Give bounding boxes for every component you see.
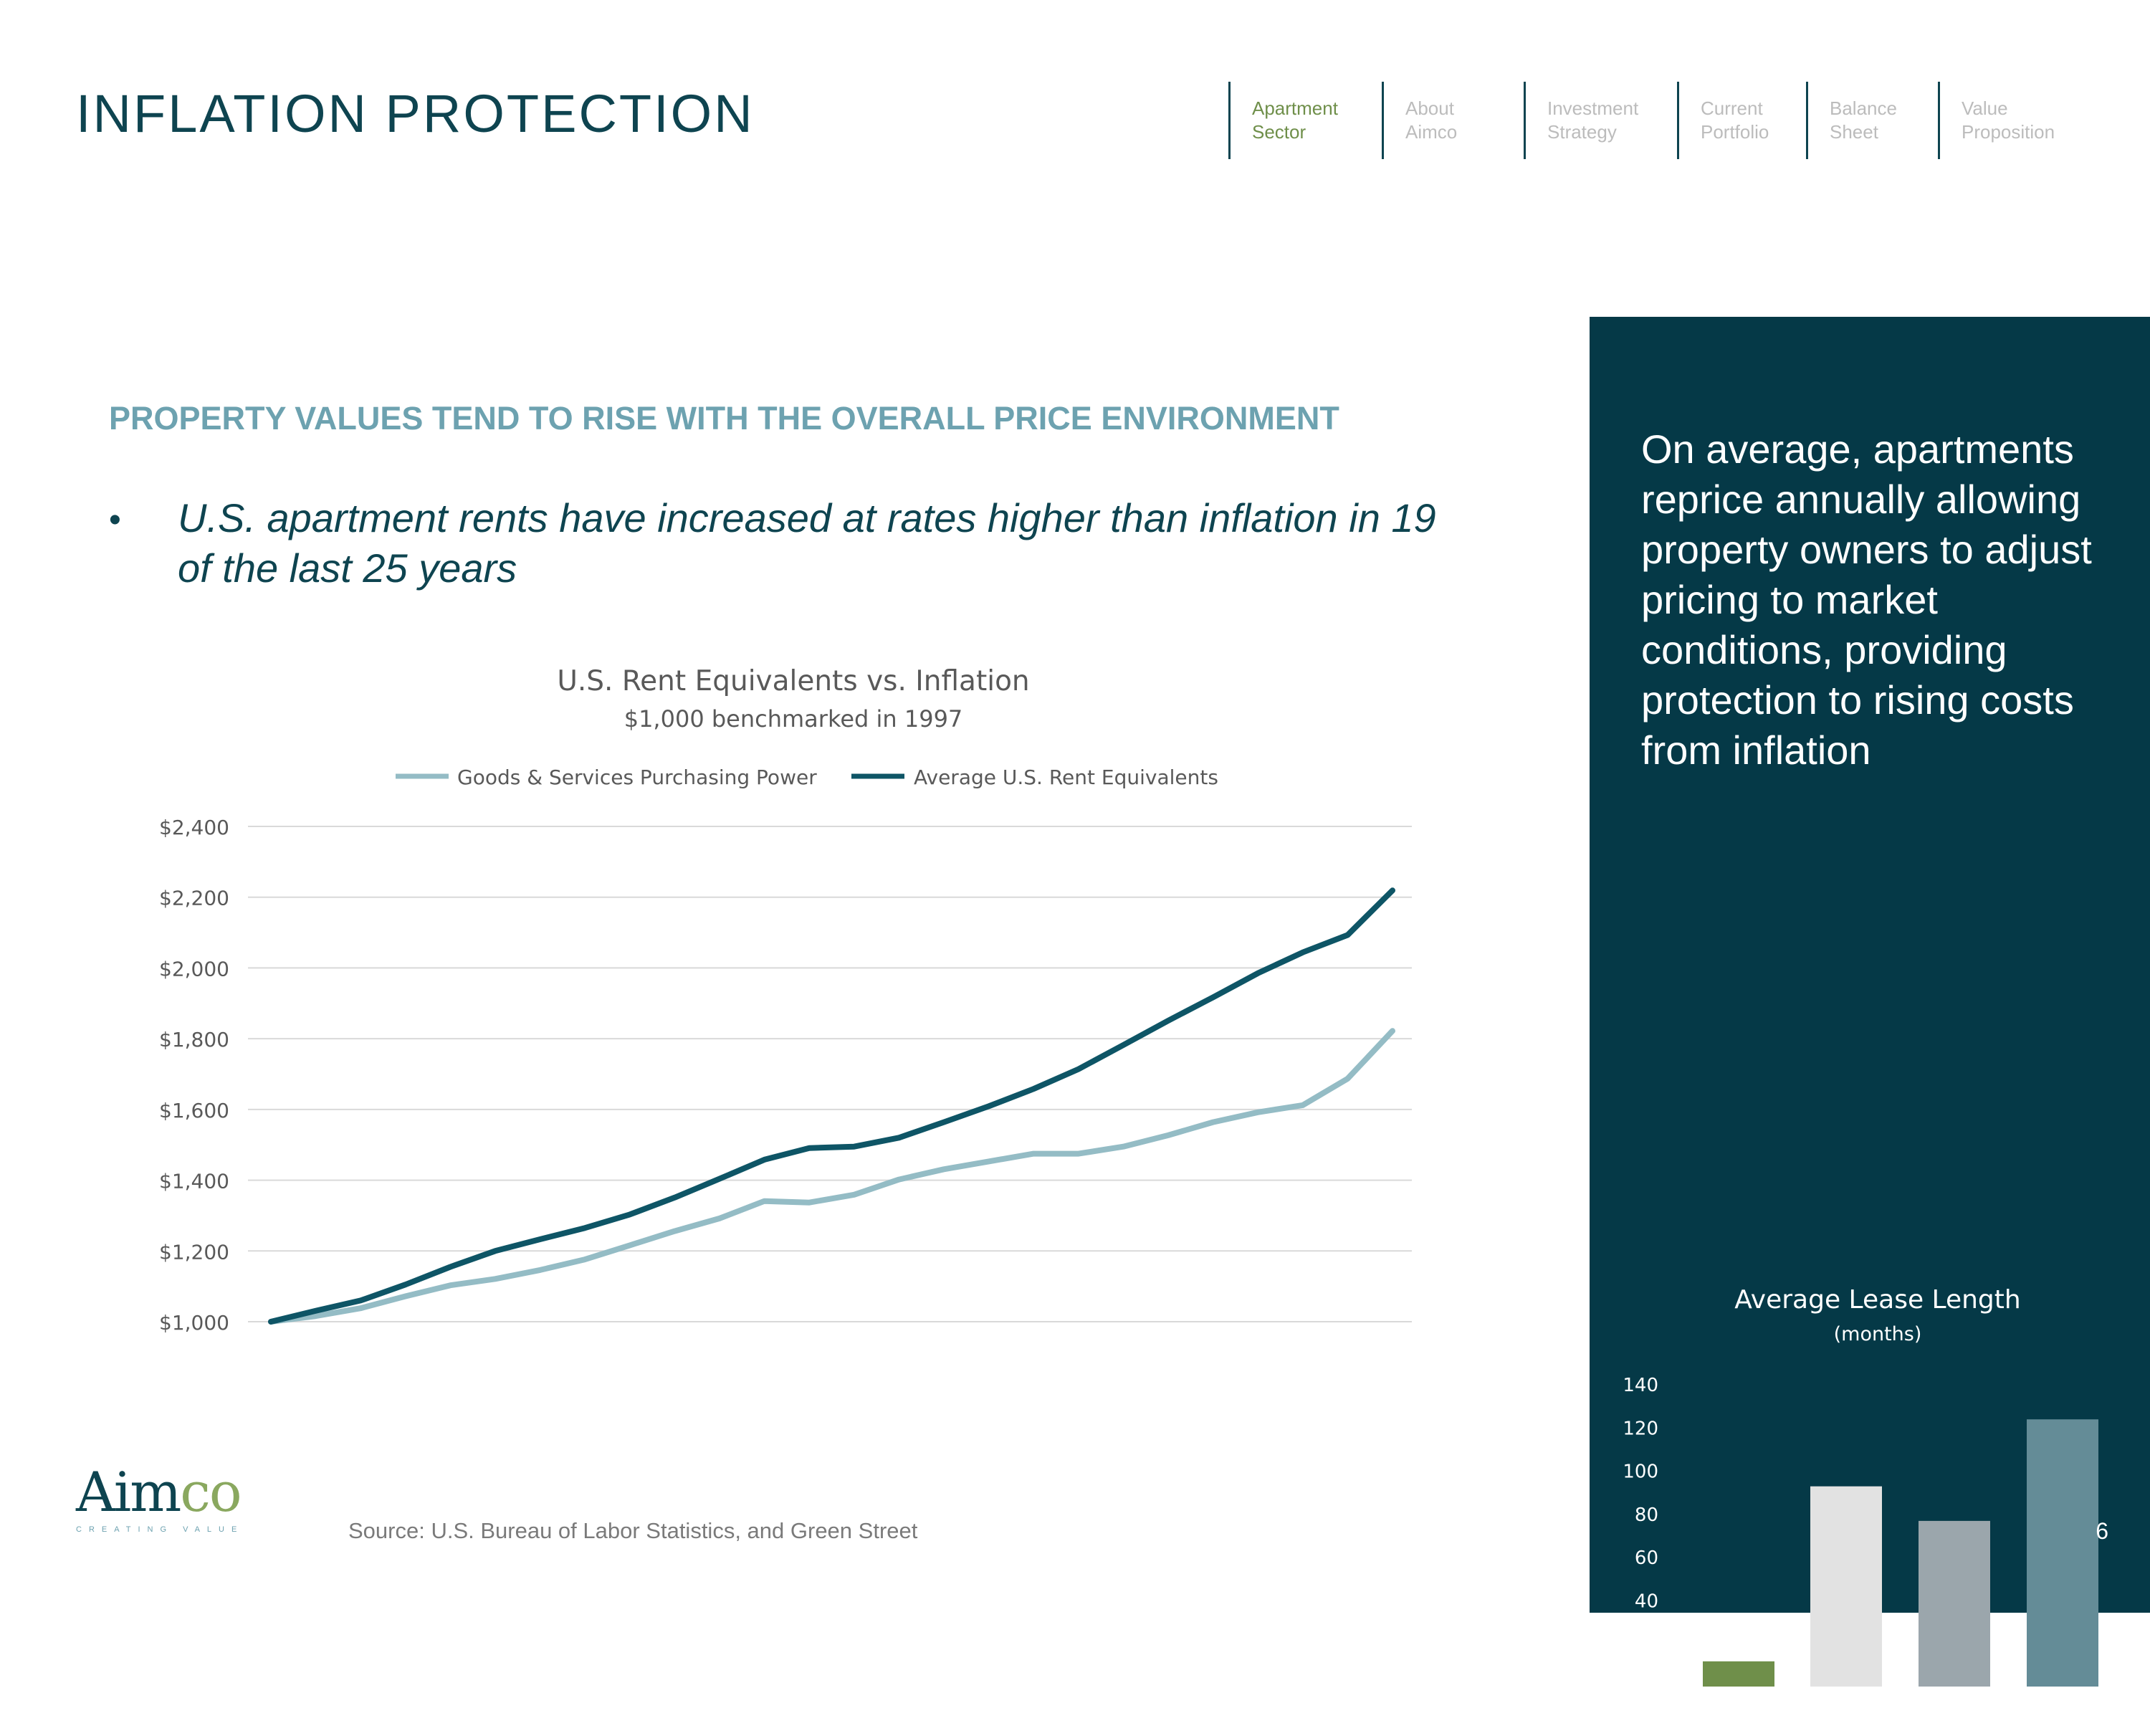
series-line-rent-equivalents: [268, 887, 1395, 1325]
side-panel-text: On average, apartments reprice annually …: [1641, 426, 2092, 773]
lease-length-chart: Average Lease Length (months) 0 20 40 60 80 1…: [1623, 1285, 2118, 1727]
chart-gridlines: [248, 826, 1412, 1322]
y-tick-label: $1,800: [159, 1028, 229, 1051]
nav-item-label: About Aimco: [1405, 97, 1458, 143]
bar-x-label-retail: Retail: [2034, 1704, 2091, 1727]
bar-y-tick-label: 140: [1623, 1375, 1658, 1396]
bar-y-tick-label: 40: [1635, 1590, 1658, 1612]
bullet-text: U.S. apartment rents have increased at r…: [178, 495, 1436, 591]
nav-item-investment-strategy[interactable]: Investment Strategy: [1524, 82, 1638, 159]
y-tick-label: $1,000: [159, 1311, 229, 1335]
rent-vs-inflation-chart: U.S. Rent Equivalents vs. Inflation $1,0…: [159, 665, 1412, 1335]
chart-subtitle: $1,000 benchmarked in 1997: [624, 705, 963, 733]
source-note: Source: U.S. Bureau of Labor Statistics,…: [348, 1518, 918, 1543]
bar-chart-y-axis: 0 20 40 60 80 100 120 140: [1623, 1375, 1658, 1699]
nav-item-label: Apartment Sector: [1252, 97, 1338, 143]
y-tick-label: $2,000: [159, 957, 229, 981]
side-panel: On average, apartments reprice annually …: [1590, 317, 2150, 1727]
bar-y-tick-label: 60: [1635, 1547, 1658, 1569]
page-number: 6: [2096, 1518, 2108, 1544]
logo-wordmark-aim: Aim: [76, 1460, 181, 1524]
bar-chart-title: Average Lease Length: [1734, 1285, 2020, 1315]
bar-apartment: [1703, 1661, 1774, 1687]
legend-label-purchasing-power: Goods & Services Purchasing Power: [457, 766, 817, 789]
logo-tagline: CREATING VALUE: [76, 1525, 244, 1534]
bar-chart-bars: [1703, 1419, 2098, 1687]
bar-y-tick-label: 100: [1623, 1461, 1658, 1483]
chart-legend: Goods & Services Purchasing Power Averag…: [396, 766, 1218, 789]
legend-label-rent-equivalents: Average U.S. Rent Equivalents: [914, 766, 1218, 789]
bar-retail: [2027, 1419, 2098, 1687]
bar-industrial: [1919, 1520, 1990, 1687]
nav-item-about-aimco[interactable]: About Aimco: [1382, 82, 1457, 159]
bar-x-label-industrial: Industrial: [1907, 1704, 2001, 1727]
bar-y-tick-label: 120: [1623, 1418, 1658, 1439]
section-subheading: PROPERTY VALUES TEND TO RISE WITH THE OV…: [109, 400, 1339, 437]
y-axis-ticks: $1,000 $1,200 $1,400 $1,600 $1,800 $2,000 $2,2…: [159, 816, 229, 1335]
bar-y-tick-label: 0: [1646, 1677, 1658, 1699]
logo-wordmark-co: co: [180, 1460, 242, 1524]
y-tick-label: $1,600: [159, 1099, 229, 1122]
chart-series: [268, 887, 1395, 1325]
aimco-logo: Aimco CREATING VALUE: [76, 1465, 244, 1535]
y-tick-label: $2,400: [159, 816, 229, 839]
y-tick-label: $2,200: [159, 887, 229, 910]
bar-y-tick-label: 80: [1635, 1504, 1658, 1526]
nav-item-current-portfolio[interactable]: Current Portfolio: [1677, 82, 1769, 159]
chart-title: U.S. Rent Equivalents vs. Inflation: [557, 665, 1029, 697]
series-line-purchasing-power: [268, 1028, 1395, 1325]
y-tick-label: $1,400: [159, 1170, 229, 1193]
nav-item-label: Current Portfolio: [1701, 97, 1769, 143]
nav-item-label: Investment Strategy: [1547, 97, 1639, 143]
bar-x-label-office: Office: [1817, 1704, 1876, 1727]
nav-item-label: Balance Sheet: [1830, 97, 1897, 143]
bar-office: [1810, 1486, 1882, 1687]
bar-x-label-apartment: Apartment: [1685, 1704, 1792, 1727]
bar-y-tick-label: 20: [1635, 1634, 1658, 1656]
bar-chart-x-labels: Apartment Office Industrial Retail: [1685, 1704, 2091, 1727]
bar-chart-subtitle: (months): [1834, 1323, 1922, 1345]
bullet-marker: •: [109, 501, 121, 539]
nav-item-balance-sheet[interactable]: Balance Sheet: [1806, 82, 1897, 159]
nav-item-apartment-sector[interactable]: Apartment Sector: [1228, 82, 1338, 159]
nav-item-value-proposition[interactable]: Value Proposition: [1938, 82, 2055, 159]
page-title: INFLATION PROTECTION: [76, 84, 755, 143]
y-tick-label: $1,200: [159, 1240, 229, 1264]
nav-item-label: Value Proposition: [1962, 97, 2055, 143]
logo-wordmark: Aimco: [76, 1465, 244, 1520]
